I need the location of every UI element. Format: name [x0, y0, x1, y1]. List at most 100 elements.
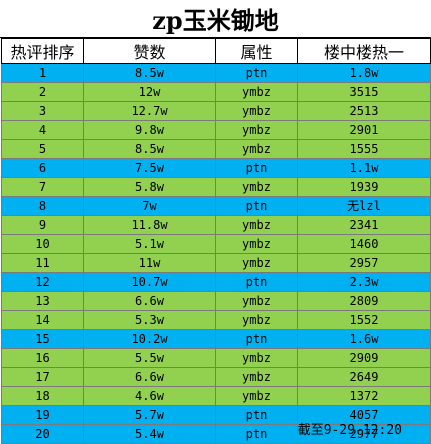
rank-cell: 8 — [1, 196, 84, 216]
hot-reply-cell: 2901 — [297, 120, 431, 140]
table-row: 7 5.8w ymbz 1939 — [1, 177, 431, 197]
hot-reply-cell: 1.6w — [297, 329, 431, 349]
rank-cell: 16 — [1, 348, 84, 368]
table-row: 16 5.5w ymbz 2909 — [1, 348, 431, 368]
attribute-cell: ptn — [215, 329, 298, 349]
likes-cell: 9.8w — [83, 120, 216, 140]
attribute-cell: ymbz — [215, 291, 298, 311]
hot-reply-cell: 3515 — [297, 82, 431, 102]
likes-cell: 11.8w — [83, 215, 216, 235]
likes-cell: 5.5w — [83, 348, 216, 368]
hot-reply-cell: 2957 — [297, 253, 431, 273]
likes-cell: 5.8w — [83, 177, 216, 197]
rank-cell: 15 — [1, 329, 84, 349]
attribute-cell: ymbz — [215, 82, 298, 102]
table-row: 19 5.7w ptn 4057 — [1, 405, 431, 425]
attribute-cell: ymbz — [215, 177, 298, 197]
attribute-cell: ymbz — [215, 348, 298, 368]
likes-cell: 8.5w — [83, 139, 216, 159]
table-row: 13 6.6w ymbz 2809 — [1, 291, 431, 311]
likes-cell: 5.1w — [83, 234, 216, 254]
likes-cell: 11w — [83, 253, 216, 273]
table-row: 12 10.7w ptn 2.3w — [1, 272, 431, 292]
table-row: 4 9.8w ymbz 2901 — [1, 120, 431, 140]
attribute-cell: ymbz — [215, 253, 298, 273]
ranking-table: 热评排序 赞数 属性 楼中楼热一 1 8.5w ptn 1.8w 2 12w ymbz 351… — [1, 38, 431, 444]
likes-cell: 8.5w — [83, 63, 216, 83]
hot-reply-cell: 2341 — [297, 215, 431, 235]
rank-cell: 5 — [1, 139, 84, 159]
table-row: 2 12w ymbz 3515 — [1, 82, 431, 102]
table-body: 1 8.5w ptn 1.8w 2 12w ymbz 3515 3 12.7w ymbz 2513 4 9… — [1, 63, 431, 444]
likes-cell: 12.7w — [83, 101, 216, 121]
hot-reply-cell: 2649 — [297, 367, 431, 387]
attribute-cell: ymbz — [215, 139, 298, 159]
table-row: 14 5.3w ymbz 1552 — [1, 310, 431, 330]
hot-reply-cell: 1460 — [297, 234, 431, 254]
attribute-cell: ptn — [215, 196, 298, 216]
rank-cell: 19 — [1, 405, 84, 425]
table-row: 8 7w ptn 无lzl — [1, 196, 431, 216]
table-row: 11 11w ymbz 2957 — [1, 253, 431, 273]
hot-reply-cell: 2513 — [297, 101, 431, 121]
column-header-hot-reply: 楼中楼热一 — [297, 38, 431, 64]
likes-cell: 10.2w — [83, 329, 216, 349]
likes-cell: 5.3w — [83, 310, 216, 330]
attribute-cell: ymbz — [215, 120, 298, 140]
table-row: 17 6.6w ymbz 2649 — [1, 367, 431, 387]
rank-cell: 6 — [1, 158, 84, 178]
likes-cell: 4.6w — [83, 386, 216, 406]
likes-cell: 5.7w — [83, 405, 216, 425]
hot-reply-cell: 1939 — [297, 177, 431, 197]
rank-cell: 4 — [1, 120, 84, 140]
table-row: 5 8.5w ymbz 1555 — [1, 139, 431, 159]
hot-reply-cell: 1555 — [297, 139, 431, 159]
hot-reply-cell: 1552 — [297, 310, 431, 330]
column-header-rank: 热评排序 — [1, 38, 84, 64]
attribute-cell: ymbz — [215, 367, 298, 387]
rank-cell: 14 — [1, 310, 84, 330]
table-row: 1 8.5w ptn 1.8w — [1, 63, 431, 83]
table-row: 9 11.8w ymbz 2341 — [1, 215, 431, 235]
likes-cell: 6.6w — [83, 367, 216, 387]
rank-cell: 17 — [1, 367, 84, 387]
attribute-cell: ymbz — [215, 234, 298, 254]
table-row: 15 10.2w ptn 1.6w — [1, 329, 431, 349]
table-row: 6 7.5w ptn 1.1w — [1, 158, 431, 178]
rank-cell: 2 — [1, 82, 84, 102]
timestamp-note: 截至9-29-12:20 — [297, 423, 402, 438]
hot-reply-cell: 1372 — [297, 386, 431, 406]
attribute-cell: ymbz — [215, 101, 298, 121]
hot-reply-cell: 2909 — [297, 348, 431, 368]
likes-cell: 5.4w — [83, 424, 216, 444]
rank-cell: 7 — [1, 177, 84, 197]
hot-reply-cell: 1.8w — [297, 63, 431, 83]
column-header-likes: 赞数 — [83, 38, 216, 64]
column-header-attribute: 属性 — [215, 38, 298, 64]
rank-cell: 3 — [1, 101, 84, 121]
likes-cell: 6.6w — [83, 291, 216, 311]
table-row: 3 12.7w ymbz 2513 — [1, 101, 431, 121]
likes-cell: 7.5w — [83, 158, 216, 178]
rank-cell: 18 — [1, 386, 84, 406]
table-row: 18 4.6w ymbz 1372 — [1, 386, 431, 406]
attribute-cell: ptn — [215, 158, 298, 178]
attribute-cell: ymbz — [215, 386, 298, 406]
rank-cell: 1 — [1, 63, 84, 83]
attribute-cell: ptn — [215, 63, 298, 83]
sheet-title: zp玉米锄地 — [0, 0, 431, 38]
attribute-cell: ptn — [215, 272, 298, 292]
rank-cell: 13 — [1, 291, 84, 311]
hot-reply-cell: 2.3w — [297, 272, 431, 292]
attribute-cell: ymbz — [215, 310, 298, 330]
table-header-row: 热评排序 赞数 属性 楼中楼热一 — [1, 38, 431, 64]
rank-cell: 9 — [1, 215, 84, 235]
attribute-cell: ptn — [215, 405, 298, 425]
rank-cell: 10 — [1, 234, 84, 254]
likes-cell: 7w — [83, 196, 216, 216]
hot-reply-cell: 2809 — [297, 291, 431, 311]
hot-reply-cell: 无lzl — [297, 196, 431, 216]
rank-cell: 20 — [1, 424, 84, 444]
table-row: 10 5.1w ymbz 1460 — [1, 234, 431, 254]
